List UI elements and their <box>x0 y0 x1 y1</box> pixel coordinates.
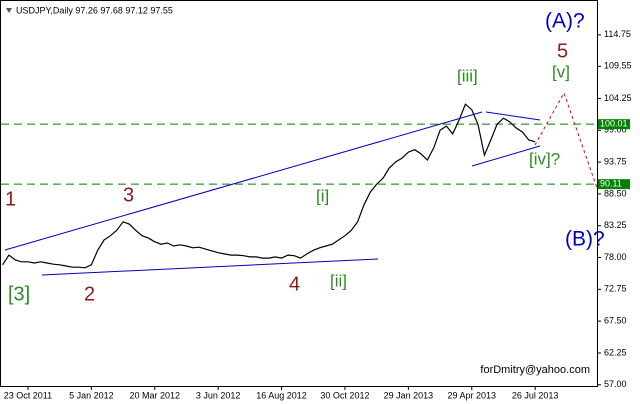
trend-line <box>485 111 541 121</box>
wave-label: (A)? <box>545 10 585 33</box>
level-box <box>598 119 630 130</box>
y-tick-label: 114.75 <box>604 29 631 39</box>
y-tick-label: 62.25 <box>604 347 627 357</box>
watermark: forDmitry@yahoo.com <box>480 364 590 376</box>
level-label: 90.11 <box>600 179 622 189</box>
wave-label: [ii] <box>330 271 347 290</box>
x-tick-label: 29 Apr 2013 <box>447 390 496 400</box>
projection <box>534 91 598 189</box>
x-tick-label: 23 Oct 2011 <box>4 390 52 400</box>
y-tick-label: 78.00 <box>604 252 627 262</box>
x-tick-label: 20 Mar 2012 <box>129 390 180 400</box>
wave-label: [iii] <box>457 66 478 85</box>
wave-label: 5 <box>557 40 568 62</box>
x-tick-label: 5 Jan 2012 <box>69 390 114 400</box>
wave-label: [v] <box>552 62 570 81</box>
x-tick-label: 16 Aug 2012 <box>256 390 307 400</box>
wave-label: [3] <box>8 283 30 305</box>
y-tick-label: 93.75 <box>604 156 627 166</box>
wave-label: 2 <box>84 283 95 305</box>
annotations: (A)? 5 [v] [iii] [iv]? (B)? 1 3 [3] 2 4 … <box>5 10 605 306</box>
y-tick-label: 72.75 <box>604 284 627 294</box>
x-tick-label: 3 Jun 2012 <box>196 390 241 400</box>
y-tick-label: 104.25 <box>604 93 632 103</box>
y-tick-label: 57.00 <box>604 379 627 389</box>
trend-lines <box>4 111 541 276</box>
wave-label: 3 <box>123 184 134 206</box>
level-label: 100.01 <box>600 119 628 129</box>
chart-title: USDJPY,Daily 97.26 97.68 97.12 97.55 <box>16 5 173 15</box>
trend-line <box>471 145 541 167</box>
x-tick-label: 30 Oct 2012 <box>320 390 369 400</box>
trend-line <box>41 258 379 276</box>
y-tick-label: 88.50 <box>604 188 627 198</box>
wave-label: 4 <box>289 273 300 295</box>
wave-label: 1 <box>5 188 16 210</box>
level-box <box>598 179 630 190</box>
wave-label: [iv]? <box>529 149 560 168</box>
y-tick-label: 109.55 <box>604 61 632 71</box>
x-tick-label: 29 Jan 2013 <box>384 390 434 400</box>
trend-line <box>4 111 483 251</box>
x-tick-label: 26 Jul 2013 <box>512 390 559 400</box>
menu-icon <box>6 8 12 13</box>
y-tick-label: 99.00 <box>604 125 627 135</box>
wave-label: [i] <box>316 186 329 205</box>
price-line <box>2 103 536 269</box>
y-tick-label: 67.50 <box>604 316 627 326</box>
y-tick-label: 83.25 <box>604 220 627 230</box>
wave-label: (B)? <box>565 228 605 251</box>
